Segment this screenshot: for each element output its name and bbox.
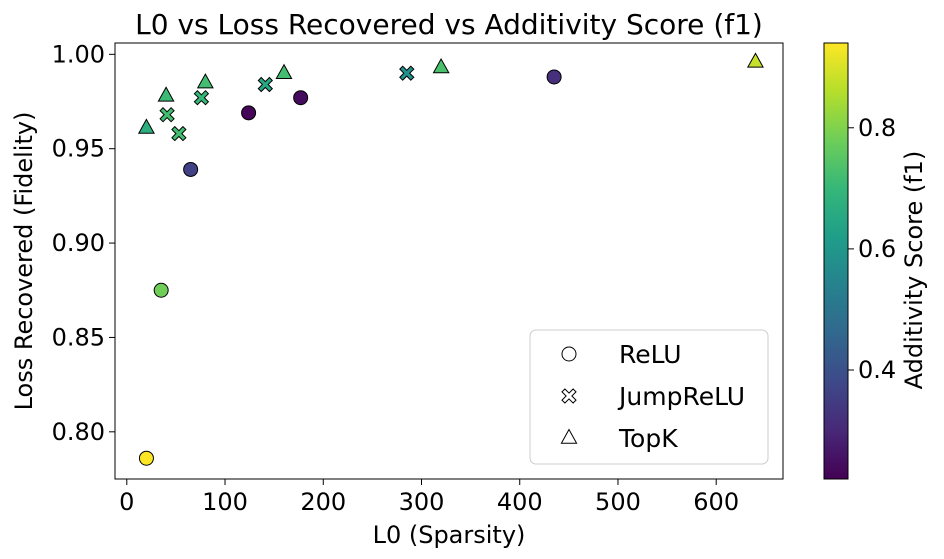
- relu-point-6: [546, 69, 562, 85]
- relu-point-5: [293, 90, 309, 106]
- y-axis-label: Loss Recovered (Fidelity): [10, 112, 38, 411]
- legend-marker-relu: [561, 346, 577, 362]
- legend-marker-jumprelu: [561, 388, 577, 404]
- x-tick-label: 600: [693, 488, 739, 516]
- data-marks: [137, 52, 764, 466]
- legend-label-topk: TopK: [618, 424, 678, 453]
- y-tick-label: 0.90: [52, 229, 105, 257]
- jumprelu-point-3: [193, 89, 210, 106]
- jumprelu-point-2: [171, 125, 187, 142]
- x-axis-label: L0 (Sparsity): [373, 521, 526, 549]
- y-axis-ticks: 0.80 0.85 0.90 0.95 1.00: [52, 40, 115, 446]
- x-tick-label: 300: [399, 488, 445, 516]
- relu-point-1: [138, 450, 154, 466]
- topk-point-4: [275, 63, 293, 79]
- chart-title: L0 vs Loss Recovered vs Additivity Score…: [135, 8, 763, 41]
- colorbar-tick-label: 0.6: [858, 235, 896, 263]
- colorbar: 0.4 0.6 0.8 Additivity Score (f1): [823, 42, 928, 480]
- legend: ReLU JumpReLU TopK: [529, 329, 769, 465]
- legend-box: [529, 329, 769, 465]
- x-axis-ticks: 0 100 200 300 400 500 600: [119, 479, 739, 516]
- y-tick-label: 0.95: [52, 135, 105, 163]
- relu-point-2: [153, 282, 169, 298]
- colorbar-tick-label: 0.4: [858, 356, 896, 384]
- jumprelu-point-4: [257, 76, 274, 93]
- topk-point-1: [137, 118, 155, 134]
- relu-point-3: [183, 161, 199, 177]
- colorbar-tick-label: 0.8: [858, 114, 896, 142]
- x-tick-label: 500: [595, 488, 641, 516]
- legend-marker-topk: [560, 428, 578, 444]
- plot-area: [114, 42, 784, 480]
- legend-label-jumprelu: JumpReLU: [617, 382, 745, 411]
- y-tick-label: 0.80: [52, 418, 105, 446]
- jumprelu-point-1: [159, 106, 175, 123]
- topk-point-2: [157, 86, 175, 102]
- x-tick-label: 0: [119, 488, 134, 516]
- x-tick-label: 400: [497, 488, 543, 516]
- relu-point-4: [241, 105, 257, 121]
- legend-label-relu: ReLU: [619, 340, 682, 369]
- topk-point-6: [746, 52, 764, 68]
- topk-point-5: [432, 57, 450, 74]
- x-tick-label: 100: [202, 488, 248, 516]
- x-tick-label: 200: [300, 488, 346, 516]
- topk-point-3: [196, 73, 214, 89]
- colorbar-label: Additivity Score (f1): [900, 151, 928, 390]
- colorbar-gradient: [823, 42, 849, 480]
- y-tick-label: 0.85: [52, 323, 105, 351]
- y-tick-label: 1.00: [52, 40, 105, 68]
- jumprelu-point-5: [399, 65, 415, 81]
